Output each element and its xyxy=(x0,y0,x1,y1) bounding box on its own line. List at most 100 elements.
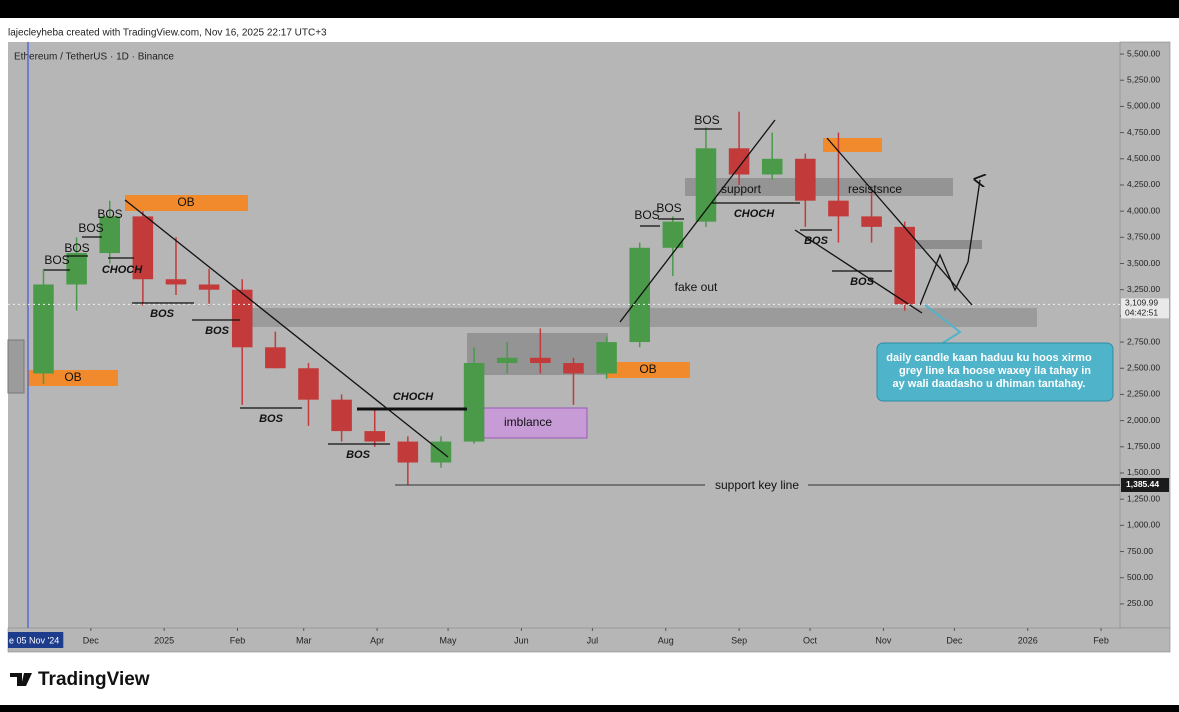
candle-body xyxy=(231,289,253,348)
candle-body xyxy=(530,357,551,364)
time-axis xyxy=(7,627,1171,653)
candle-body xyxy=(364,431,385,442)
label: BOS xyxy=(804,235,829,247)
label: BOS xyxy=(259,413,284,425)
candle-body xyxy=(795,158,816,201)
trend-line xyxy=(619,119,776,323)
label: BOS xyxy=(346,449,371,461)
brand: TradingView xyxy=(38,669,150,690)
x-tick-label: Jul xyxy=(587,635,599,645)
label: CHOCH xyxy=(393,391,434,403)
x-tick-label: Jun xyxy=(514,635,529,645)
x-tick-label: Mar xyxy=(296,635,312,645)
y-tick-label: 500.00 xyxy=(1127,572,1153,582)
candle-body xyxy=(894,226,915,305)
x-tick-label: Dec xyxy=(83,635,100,645)
ob-box xyxy=(607,362,690,378)
y-tick-label: 250.00 xyxy=(1127,598,1153,608)
ob-box xyxy=(125,195,248,211)
label: BOS xyxy=(64,241,89,255)
x-tick-label: Dec xyxy=(946,635,963,645)
callout-line: daily candle kaan haduu ku hoos xirmo xyxy=(886,352,1092,364)
symbol-title: Ethereum / TetherUS · 1D · Binance xyxy=(14,52,174,63)
candle-body xyxy=(99,216,121,254)
candle-body xyxy=(331,399,352,432)
candle-body xyxy=(629,247,650,343)
label: fake out xyxy=(675,280,718,294)
candle-body xyxy=(165,279,187,285)
trend-line xyxy=(124,199,449,458)
y-tick-label: 3,750.00 xyxy=(1127,232,1160,242)
candle-body xyxy=(463,363,485,442)
y-tick-label: 1,250.00 xyxy=(1127,493,1160,503)
label: BOS xyxy=(694,113,719,127)
candle-body xyxy=(563,363,584,374)
label: BOS xyxy=(78,221,103,235)
candle-body xyxy=(596,342,617,374)
support-price-label: 1,385.44 xyxy=(1126,479,1159,489)
label: BOS xyxy=(97,207,122,221)
candle-body xyxy=(496,357,518,364)
zigzag xyxy=(919,253,969,306)
candle-body xyxy=(761,158,783,175)
bottom-bar xyxy=(0,705,1179,712)
callout-line: grey line ka hoose waxey ila tahay in xyxy=(899,365,1091,377)
label: BOS xyxy=(150,308,175,320)
x-tick-label: Oct xyxy=(803,635,818,645)
logo-icon xyxy=(10,673,32,686)
support-price-bg xyxy=(1121,477,1169,492)
label: OB xyxy=(177,195,194,209)
top-bar xyxy=(0,0,1179,18)
cursor-label: e 05 Nov '24 xyxy=(9,635,59,645)
imbalance-box xyxy=(469,407,588,439)
ob-box xyxy=(28,370,118,386)
x-tick-label: Aug xyxy=(658,635,674,645)
label: OB xyxy=(639,362,656,376)
cursor-label-bg xyxy=(8,632,64,648)
y-tick-label: 750.00 xyxy=(1127,546,1153,556)
y-tick-label: 4,750.00 xyxy=(1127,127,1160,137)
y-tick-label: 4,000.00 xyxy=(1127,205,1160,215)
x-tick-label: Feb xyxy=(230,635,246,645)
x-tick-label: Feb xyxy=(1093,635,1109,645)
x-tick-label: Sep xyxy=(731,635,747,645)
candle-body xyxy=(33,284,54,374)
label: BOS xyxy=(850,276,875,288)
candle-body xyxy=(828,200,849,217)
grey-zone xyxy=(685,178,953,196)
y-tick-label: 2,000.00 xyxy=(1127,415,1160,425)
label: BOS xyxy=(656,201,681,215)
last-price-label: 3,109.99 xyxy=(1125,298,1158,308)
label: OB xyxy=(64,370,81,384)
drawings xyxy=(44,119,980,458)
label: BOS xyxy=(205,325,230,337)
y-tick-label: 5,500.00 xyxy=(1127,48,1160,58)
last-price-bg xyxy=(1121,298,1169,319)
y-tick-label: 5,250.00 xyxy=(1127,74,1160,84)
y-tick-label: 5,000.00 xyxy=(1127,101,1160,111)
label: resistsnce xyxy=(848,182,902,196)
y-tick-label: 2,250.00 xyxy=(1127,389,1160,399)
candle-body xyxy=(132,216,154,280)
y-tick-label: 2,750.00 xyxy=(1127,336,1160,346)
label: CHOCH xyxy=(102,264,143,276)
y-tick-label: 2,500.00 xyxy=(1127,363,1160,373)
annotations: BOS BOS BOS BOS CHOCH BOS BOS BOS BOS CH… xyxy=(44,113,1092,461)
y-tick-label: 1,000.00 xyxy=(1127,520,1160,530)
candle-body xyxy=(397,441,419,463)
label: CHOCH xyxy=(734,208,775,220)
candle-body xyxy=(728,148,750,175)
label: support key line xyxy=(715,478,799,492)
trend-line xyxy=(826,137,973,306)
candle-body xyxy=(198,284,220,290)
x-tick-label: Apr xyxy=(370,635,384,645)
label: BOS xyxy=(634,208,659,222)
price-axis xyxy=(1119,41,1171,629)
candle-body xyxy=(66,253,87,285)
y-tick-label: 4,500.00 xyxy=(1127,153,1160,163)
y-tick-label: 3,250.00 xyxy=(1127,284,1160,294)
y-tick-label: 4,250.00 xyxy=(1127,179,1160,189)
callout-box xyxy=(876,342,1114,402)
